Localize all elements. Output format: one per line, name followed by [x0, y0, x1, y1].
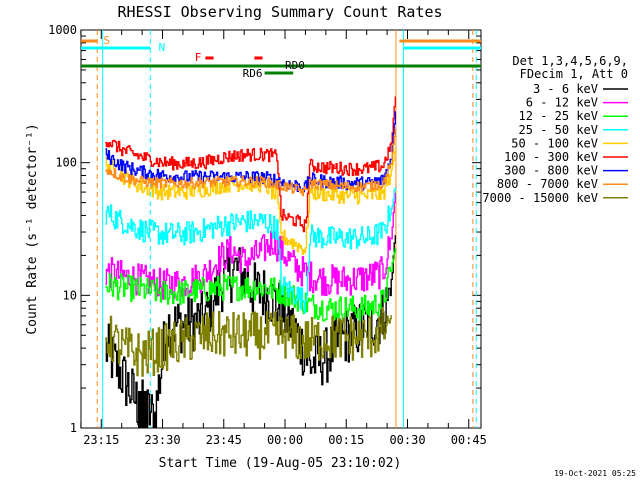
y-tick-label: 10 [63, 288, 77, 302]
series-line-2 [105, 192, 396, 300]
x-tick-label: 00:15 [328, 433, 364, 447]
x-tick-label: 23:45 [206, 433, 242, 447]
x-tick-label: 00:00 [267, 433, 303, 447]
legend-label: 7000 - 15000 keV [482, 191, 598, 205]
series-line-6 [105, 96, 396, 233]
series-line-9 [105, 306, 392, 377]
interval-label-rd0: RD0 [285, 59, 305, 72]
legend-label: 12 - 25 keV [519, 109, 598, 123]
series-line-4 [105, 187, 396, 314]
interval-label-f: F [195, 51, 202, 64]
legend-label: 800 - 7000 keV [497, 177, 598, 191]
y-tick-label: 100 [55, 156, 77, 170]
x-tick-label: 00:30 [389, 433, 425, 447]
interval-label-n: N [158, 41, 165, 54]
legend-label: 300 - 800 keV [504, 164, 598, 178]
chart-title: RHESSI Observing Summary Count Rates [117, 3, 442, 21]
legend-label: 6 - 12 keV [526, 96, 598, 110]
interval-label-rd6: RD6 [243, 67, 263, 80]
x-axis-label: Start Time (19-Aug-05 23:10:02) [159, 456, 402, 471]
legend-label: 50 - 100 keV [511, 136, 598, 150]
data-layer [81, 30, 481, 428]
legend-header-line-2: FDecim 1, Att 0 [520, 67, 628, 81]
series-line-3 [105, 248, 396, 322]
legend-header-line-1: Det 1,3,4,5,6,9, [512, 54, 628, 68]
low-count-dropout [138, 391, 149, 428]
footer-timestamp: 19-Oct-2021 05:25 [554, 469, 636, 478]
x-tick-label: 23:30 [144, 433, 180, 447]
y-tick-label: 1000 [48, 23, 77, 37]
x-tick-label: 00:45 [451, 433, 487, 447]
legend-label: 3 - 6 keV [533, 82, 598, 96]
legend-label: 25 - 50 keV [519, 123, 598, 137]
x-tick-label: 23:15 [83, 433, 119, 447]
series-line-8 [105, 128, 396, 197]
legend-label: 100 - 300 keV [504, 150, 598, 164]
plot-frame [80, 29, 482, 429]
interval-label-s: S [103, 34, 110, 47]
y-tick-label: 1 [70, 421, 77, 435]
y-axis-label: Count Rate (s⁻¹ detector⁻¹) [25, 123, 40, 334]
